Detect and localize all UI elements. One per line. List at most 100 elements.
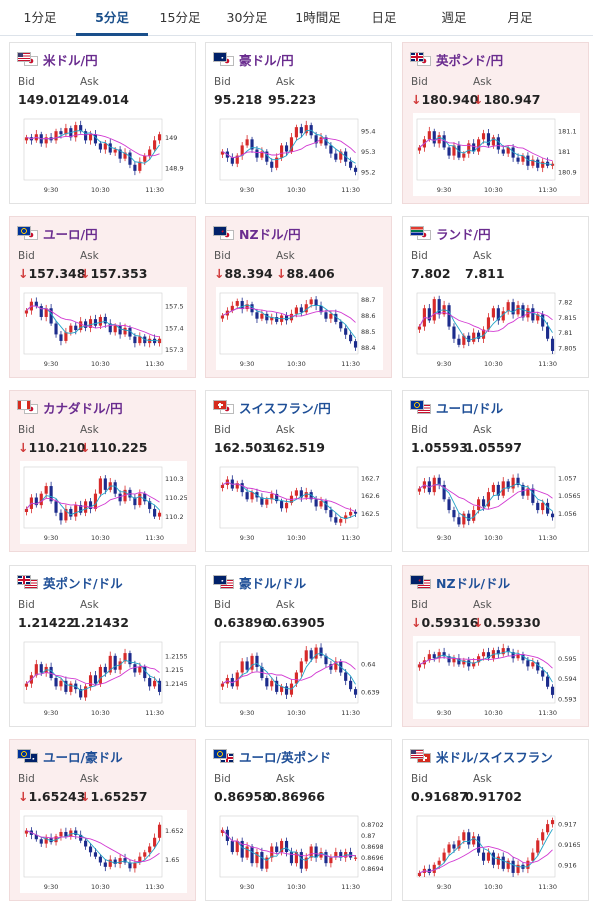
ask-label-text: Ask — [80, 424, 99, 436]
rate-card[interactable]: ユーロ/円 Bid Ask ↓157.348 ↓157.353 157.5 157.4 157… — [9, 216, 196, 378]
pair-name-link[interactable]: 豪ドル/円 — [239, 52, 294, 68]
pair-name-link[interactable]: 米ドル/円 — [43, 52, 98, 68]
candle — [447, 145, 451, 159]
bid-label: Bid — [411, 773, 428, 785]
candle — [457, 334, 461, 348]
tab-1[interactable]: 1分足 — [23, 10, 57, 25]
pair-name-link[interactable]: NZドル/ドル — [436, 575, 511, 591]
candle — [250, 653, 254, 674]
y-tick-label: 7.82 — [558, 299, 572, 307]
candle — [486, 128, 491, 148]
rate-card[interactable]: NZドル/円 Bid Ask ↓88.394 ↓88.406 88.7 88.6 88.5 88… — [205, 216, 392, 378]
bid-label-text: Bid — [214, 250, 231, 262]
bid-price-text: 1.05593 — [411, 440, 468, 455]
rate-card[interactable]: 米ドル/スイスフラン Bid Ask 0.91687 0.91702 0.917 0.916… — [402, 739, 589, 901]
tab-4[interactable]: 30分足 — [226, 10, 268, 25]
rate-card[interactable]: NZドル/ドル Bid Ask ↓0.59316 ↓0.59330 0.595 0.594 0… — [402, 565, 589, 727]
candle — [324, 134, 328, 149]
candle — [148, 497, 152, 514]
y-tick-label: 1.056 — [558, 510, 577, 518]
mini-chart[interactable]: 181.1 181 180.9 9:30 10:30 11:30 — [413, 113, 580, 196]
candle — [550, 336, 555, 354]
tab-2[interactable]: 5分足 — [76, 0, 148, 36]
bid-label-text: Bid — [411, 250, 428, 262]
rate-card[interactable]: ユーロ/英ポンド Bid Ask 0.86958 0.86966 0.8702 0.87 0.… — [205, 739, 392, 901]
price-chart: 1.2155 1.215 1.2145 9:30 10:30 11:30 — [23, 641, 187, 717]
card-header: スイスフラン/円 — [213, 399, 331, 416]
mini-chart[interactable]: 149 148.9 9:30 10:30 11:30 — [20, 113, 187, 196]
rate-card[interactable]: 米ドル/円 Bid Ask 149.012 149.014 149 148.9 9:30 10:… — [9, 42, 196, 204]
candle — [506, 299, 510, 315]
pair-name-link[interactable]: 英ポンド/円 — [436, 52, 504, 68]
x-tick-label: 9:30 — [44, 534, 59, 542]
candle — [344, 324, 348, 340]
pair-name-link[interactable]: カナダドル/円 — [43, 400, 123, 416]
tab-7[interactable]: 週足 — [441, 10, 467, 25]
candle — [113, 479, 117, 498]
tab-3[interactable]: 15分足 — [159, 10, 201, 25]
mini-chart[interactable]: 0.8702 0.87 0.8698 0.8696 0.8694 9:30 10:30 11:… — [216, 810, 383, 893]
rate-card[interactable]: 豪ドル/円 Bid Ask 95.218 95.223 95.4 95.3 95.2 9:30 1… — [205, 42, 392, 204]
candle — [526, 485, 530, 500]
pair-name-link[interactable]: NZドル/円 — [239, 226, 301, 242]
pair-name-link[interactable]: 米ドル/スイスフラン — [436, 749, 553, 765]
rate-card[interactable]: スイスフラン/円 Bid Ask 162.503 162.519 162.7 162.6 16… — [205, 390, 392, 552]
bid-price: 0.63896 — [214, 615, 271, 630]
rate-card[interactable]: 豪ドル/ドル Bid Ask 0.63896 0.63905 0.64 0.639 9:30 1… — [205, 565, 392, 727]
candle — [550, 684, 555, 699]
tab-6[interactable]: 日足 — [371, 10, 397, 25]
pair-name-link[interactable]: ユーロ/ドル — [436, 400, 504, 416]
bid-price-text: 157.348 — [28, 266, 86, 281]
candle — [79, 317, 83, 333]
mini-chart[interactable]: 95.4 95.3 95.2 9:30 10:30 11:30 — [216, 113, 383, 196]
candle — [304, 646, 308, 664]
ask-price: 1.21432 — [72, 615, 129, 630]
mini-chart[interactable]: 0.917 0.9165 0.916 9:30 10:30 11:30 — [413, 810, 580, 893]
tab-8[interactable]: 月足 — [507, 10, 533, 25]
mini-chart[interactable]: 1.652 1.65 9:30 10:30 11:30 — [20, 810, 187, 893]
x-tick-label: 9:30 — [240, 360, 255, 368]
y-tick-label: 157.3 — [165, 346, 184, 354]
y-tick-label: 162.7 — [361, 474, 380, 482]
mini-chart[interactable]: 7.82 7.815 7.81 7.805 9:30 10:30 11:30 — [413, 287, 580, 370]
rate-card[interactable]: カナダドル/円 Bid Ask ↓110.210 ↓110.225 110.3 110.25… — [9, 390, 196, 552]
tab-5[interactable]: 1時間足 — [295, 10, 341, 25]
rate-card[interactable]: 英ポンド/ドル Bid Ask 1.21422 1.21432 1.2155 1.215 1.… — [9, 565, 196, 727]
mini-chart[interactable]: 157.5 157.4 157.3 9:30 10:30 11:30 — [20, 287, 187, 370]
ask-price: ↓180.947 — [473, 92, 540, 107]
candle — [324, 849, 328, 867]
pair-name-link[interactable]: 英ポンド/ドル — [43, 575, 123, 591]
pair-name-link[interactable]: ユーロ/豪ドル — [43, 749, 123, 765]
candle — [521, 153, 525, 166]
mini-chart[interactable]: 162.7 162.6 162.5 9:30 10:30 11:30 — [216, 461, 383, 544]
pair-name-link[interactable]: ユーロ/円 — [43, 226, 98, 242]
jp-flag-icon — [417, 230, 431, 240]
pair-name-link[interactable]: スイスフラン/円 — [239, 400, 331, 416]
us-flag-icon — [24, 579, 38, 589]
mini-chart[interactable]: 0.64 0.639 9:30 10:30 11:30 — [216, 636, 383, 719]
rate-card[interactable]: ユーロ/豪ドル Bid Ask ↓1.65243 ↓1.65257 1.652 1.65 9:… — [9, 739, 196, 901]
bid-price-text: 88.394 — [224, 266, 273, 281]
candle — [462, 511, 466, 528]
pair-name-link[interactable]: 豪ドル/ドル — [239, 575, 307, 591]
rate-card[interactable]: ランド/円 Bid Ask 7.802 7.811 7.82 7.815 7.81 7.805 9… — [402, 216, 589, 378]
mini-chart[interactable]: 1.2155 1.215 1.2145 9:30 10:30 11:30 — [20, 636, 187, 719]
price-chart: 0.8702 0.87 0.8698 0.8696 0.8694 9:30 10:30 11:… — [219, 815, 383, 891]
y-tick-label: 181 — [558, 148, 570, 156]
mini-chart[interactable]: 110.3 110.25 110.2 9:30 10:30 11:30 — [20, 461, 187, 544]
price-chart: 162.7 162.6 162.5 9:30 10:30 11:30 — [219, 466, 380, 542]
rate-card[interactable]: ユーロ/ドル Bid Ask 1.05593 1.05597 1.057 1.0565 1.0… — [402, 390, 589, 552]
candle — [427, 303, 431, 323]
card-header: 米ドル/スイスフラン — [410, 748, 553, 765]
candle — [432, 128, 436, 147]
x-tick-label: 11:30 — [145, 883, 164, 891]
candle — [442, 848, 446, 864]
mini-chart[interactable]: 0.595 0.594 0.593 9:30 10:30 11:30 — [413, 636, 580, 719]
mini-chart[interactable]: 1.057 1.0565 1.056 9:30 10:30 11:30 — [413, 461, 580, 544]
candle — [334, 512, 338, 526]
pair-name-link[interactable]: ユーロ/英ポンド — [239, 749, 332, 765]
pair-name-link[interactable]: ランド/円 — [436, 226, 491, 242]
rate-card[interactable]: 英ポンド/円 Bid Ask ↓180.940 ↓180.947 181.1 181 180.… — [402, 42, 589, 204]
bid-price: 1.05593 — [411, 440, 468, 455]
mini-chart[interactable]: 88.7 88.6 88.5 88.4 9:30 10:30 11:30 — [216, 287, 383, 370]
